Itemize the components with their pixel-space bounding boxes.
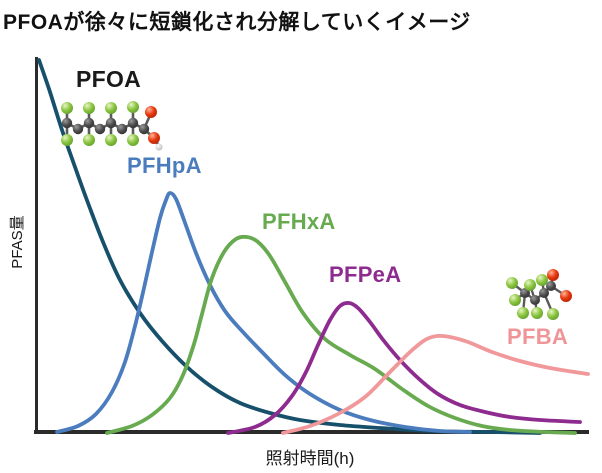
curve-pfhpa <box>55 191 472 434</box>
pfoa-atoms <box>61 101 163 151</box>
x-axis-line <box>34 430 589 434</box>
series-label-pfpea: PFPeA <box>329 262 402 287</box>
series-label-pfba: PFBA <box>507 324 569 349</box>
pfba-molecule-icon <box>506 269 572 320</box>
curve-pfpea <box>226 301 582 435</box>
pfoa-molecule-icon <box>61 101 163 151</box>
x-axis-label: 照射時間(h) <box>265 449 355 468</box>
curve-pfhxa <box>105 234 577 435</box>
series-label-pfhxa: PFHxA <box>262 209 336 234</box>
series-label-pfoa: PFOA <box>76 66 142 92</box>
curve-pfba <box>281 333 590 435</box>
page-title: PFOAが徐々に短鎖化され分解していくイメージ <box>3 11 471 34</box>
pfba-atoms <box>506 269 572 320</box>
series-label-pfhpa: PFHpA <box>127 153 202 178</box>
y-axis-line <box>35 57 38 434</box>
